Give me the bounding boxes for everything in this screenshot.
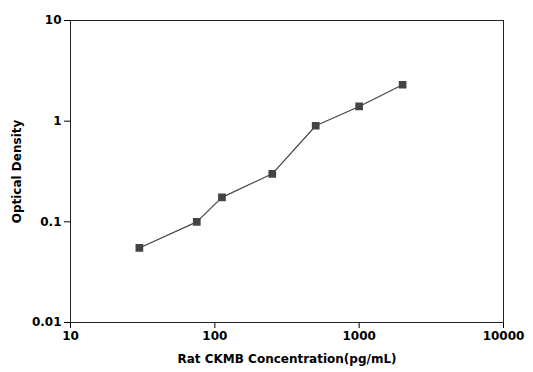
svg-text:10: 10	[45, 13, 62, 27]
svg-text:1000: 1000	[342, 329, 375, 343]
svg-text:1: 1	[53, 114, 61, 128]
svg-text:Optical Density: Optical Density	[10, 120, 24, 224]
svg-text:10000: 10000	[483, 329, 525, 343]
svg-text:Rat CKMB Concentration(pg/mL): Rat CKMB Concentration(pg/mL)	[177, 352, 396, 366]
svg-text:10: 10	[62, 329, 79, 343]
svg-text:0.1: 0.1	[40, 215, 61, 229]
svg-text:0.01: 0.01	[32, 315, 62, 329]
svg-text:100: 100	[202, 329, 227, 343]
